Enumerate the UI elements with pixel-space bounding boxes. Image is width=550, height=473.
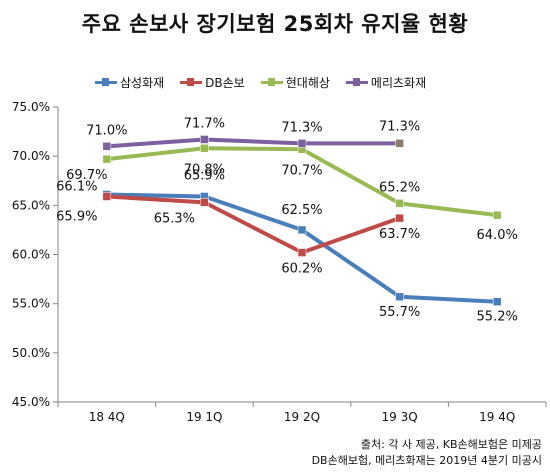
legend-label-hyundai: 현대해상: [285, 76, 330, 90]
legend-swatch-db: [180, 78, 203, 86]
legend: 삼성화재 DB손보 현대해상 메리츠화재: [95, 74, 426, 91]
source-line-1: 출처: 각 사 제공, KB손해보험은 미제공: [360, 438, 542, 451]
data-label: 71.3%: [379, 119, 420, 134]
y-tick-label: 70.0%: [12, 149, 50, 163]
legend-swatch-meritz: [345, 78, 368, 86]
data-label: 69.7%: [66, 168, 107, 183]
legend-label-meritz: 메리츠화재: [370, 76, 427, 90]
x-tick-label: 19 1Q: [186, 410, 222, 424]
y-tick-label: 45.0%: [12, 395, 50, 409]
data-label: 71.0%: [86, 123, 127, 138]
data-label: 70.7%: [281, 163, 322, 178]
data-label: 62.5%: [281, 203, 322, 218]
y-tick-label: 60.0%: [12, 248, 50, 262]
legend-item-db: DB손보: [180, 74, 245, 91]
legend-swatch-samsung: [95, 78, 117, 86]
data-marker: [200, 135, 209, 144]
data-label: 63.7%: [379, 227, 420, 242]
x-tick-label: 19 2Q: [284, 410, 320, 424]
data-marker: [102, 192, 112, 201]
legend-label-samsung: 삼성화재: [120, 76, 165, 90]
data-label: 71.3%: [281, 120, 322, 135]
x-tick-label: 18 4Q: [89, 410, 125, 424]
data-marker: [492, 297, 502, 306]
legend-item-meritz: 메리츠화재: [345, 74, 427, 91]
legend-swatch-hyundai: [260, 78, 283, 86]
data-label: 66.1%: [56, 180, 97, 195]
source-note: 출처: 각 사 제공, KB손해보험은 미제공 DB손해보험, 메리츠화재는 2…: [312, 437, 542, 469]
y-tick-label: 65.0%: [12, 198, 50, 212]
data-label: 64.0%: [477, 228, 518, 243]
data-marker: [297, 139, 307, 148]
data-marker: [492, 210, 502, 220]
series-line-1: [106, 194, 401, 255]
data-marker: [102, 154, 112, 164]
data-marker: [200, 198, 209, 207]
data-label: 55.7%: [379, 305, 420, 320]
x-tick-label: 19 4Q: [479, 410, 515, 424]
data-marker: [102, 142, 112, 151]
data-label: 55.2%: [477, 310, 518, 325]
data-label: 65.9%: [184, 168, 225, 183]
data-marker: [297, 225, 307, 235]
data-marker: [395, 213, 404, 223]
series-line-3: [106, 137, 400, 149]
y-tick-label: 75.0%: [12, 100, 50, 114]
x-tick-label: 19 3Q: [382, 410, 418, 424]
data-label: 65.3%: [154, 211, 195, 226]
data-label: 65.2%: [379, 180, 420, 195]
y-tick-label: 55.0%: [12, 297, 50, 311]
y-tick-label: 50.0%: [12, 346, 50, 360]
chart-title: 주요 손보사 장기보험 25회차 유지율 현황: [81, 12, 469, 36]
data-label: 71.7%: [184, 116, 225, 131]
source-line-2: DB손해보험, 메리츠화재는 2019년 4분기 미공시: [311, 454, 542, 467]
data-label: 60.2%: [281, 262, 322, 277]
legend-label-db: DB손보: [205, 76, 245, 90]
data-label: 70.8%: [184, 162, 225, 177]
data-marker: [395, 292, 404, 302]
data-marker: [297, 248, 307, 257]
data-marker: [200, 144, 209, 153]
data-marker: [395, 199, 404, 208]
data-marker: [395, 139, 404, 148]
data-label: 65.9%: [56, 209, 97, 224]
legend-item-hyundai: 현대해상: [260, 74, 330, 91]
legend-item-samsung: 삼성화재: [95, 74, 164, 91]
